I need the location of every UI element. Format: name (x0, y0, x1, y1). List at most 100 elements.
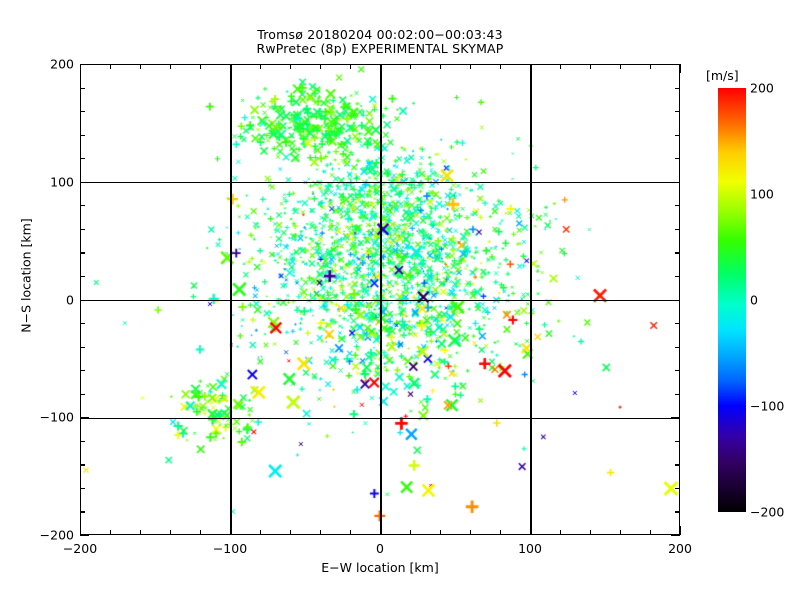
x-tick-top (410, 64, 412, 69)
y-tick-label: −200 (39, 527, 74, 543)
y-tick-right (675, 87, 680, 89)
y-tick-label: 0 (66, 292, 74, 307)
y-tick-right (675, 323, 680, 325)
x-tick (590, 530, 592, 535)
gridline-horizontal (81, 299, 679, 302)
x-tick-label: 200 (668, 541, 692, 556)
plot-area (80, 64, 680, 535)
x-axis-title: E−W location [km] (321, 560, 439, 575)
x-tick (140, 530, 142, 535)
y-tick-right (675, 440, 680, 442)
y-tick (80, 535, 89, 537)
y-tick-label: 200 (50, 56, 74, 72)
y-tick (80, 393, 85, 395)
x-tick (500, 530, 502, 535)
x-tick-top (290, 64, 292, 69)
x-tick-top (350, 64, 352, 69)
y-tick (80, 464, 85, 466)
y-tick-right (675, 464, 680, 466)
x-tick-top (590, 64, 592, 69)
y-tick (80, 370, 85, 372)
y-tick-right (675, 228, 680, 231)
x-tick-label: 100 (518, 541, 542, 556)
gridline-vertical (230, 65, 232, 534)
gridline-vertical (380, 65, 382, 534)
x-tick-top (80, 64, 82, 73)
colorbar-tick-label: 100 (750, 186, 774, 202)
y-tick-right (675, 511, 680, 513)
y-tick-label: 100 (50, 174, 74, 190)
x-tick-top (620, 64, 622, 69)
y-tick-right (675, 134, 680, 136)
y-tick (80, 417, 89, 419)
x-tick-label: 0 (376, 541, 384, 556)
y-tick-right (675, 346, 680, 348)
x-tick-top (230, 64, 232, 73)
colorbar-tick-label: 200 (750, 80, 774, 96)
figure-title: Tromsø 20180204 00:02:00−00:03:43 RwPret… (0, 28, 760, 56)
colorbar-tick-label: −200 (750, 504, 785, 520)
x-tick-label: −100 (212, 541, 248, 556)
y-tick-right (671, 417, 680, 419)
gridline-horizontal (81, 182, 679, 184)
x-tick (620, 530, 622, 535)
colorbar-tick-label: 0 (750, 292, 758, 308)
y-tick-right (671, 299, 680, 301)
x-tick (470, 530, 472, 535)
y-tick-right (675, 370, 680, 372)
y-tick (80, 275, 85, 278)
x-tick (650, 530, 652, 535)
x-tick-top (260, 64, 262, 69)
x-tick (380, 526, 382, 535)
title-line-2: RwPretec (8p) EXPERIMENTAL SKYMAP (256, 41, 504, 56)
y-tick (80, 487, 85, 490)
y-tick-right (675, 275, 680, 278)
x-tick (170, 530, 172, 535)
y-tick-right (675, 393, 680, 395)
y-tick (80, 323, 85, 325)
x-tick (110, 530, 112, 535)
x-tick-top (170, 64, 172, 69)
x-tick (560, 530, 562, 535)
x-tick (440, 530, 442, 535)
x-tick-top (140, 64, 142, 69)
gridline-horizontal (81, 417, 679, 419)
x-tick-top (680, 64, 682, 73)
gridline-vertical (530, 65, 532, 534)
y-tick (80, 87, 85, 89)
title-line-1: Tromsø 20180204 00:02:00−00:03:43 (257, 27, 503, 42)
x-tick-top (500, 64, 502, 69)
y-tick (80, 511, 85, 513)
y-tick (80, 64, 89, 66)
y-tick (80, 440, 85, 442)
x-tick (680, 526, 682, 535)
x-tick (530, 526, 532, 535)
y-tick (80, 111, 85, 113)
y-tick (80, 205, 85, 207)
y-tick-label: −100 (39, 409, 74, 425)
colorbar (718, 88, 746, 512)
x-tick (230, 526, 232, 535)
x-tick (320, 530, 322, 535)
x-tick-label: −200 (62, 541, 98, 556)
x-tick-top (440, 64, 442, 69)
y-tick-right (675, 252, 680, 254)
y-tick-right (675, 158, 680, 160)
y-tick (80, 252, 85, 254)
y-tick (80, 299, 89, 301)
x-tick-top (200, 64, 202, 69)
colorbar-unit-label: [m/s] (706, 68, 739, 83)
y-tick-right (675, 487, 680, 490)
x-tick-top (530, 64, 532, 73)
y-tick (80, 228, 85, 231)
y-tick-right (675, 205, 680, 207)
y-tick (80, 134, 85, 136)
x-tick-top (380, 64, 382, 73)
x-tick-top (650, 64, 652, 69)
colorbar-tick-label: −100 (750, 398, 785, 414)
y-tick (80, 158, 85, 160)
x-tick (260, 530, 262, 535)
y-tick (80, 181, 89, 183)
colorbar-gradient (718, 88, 746, 512)
